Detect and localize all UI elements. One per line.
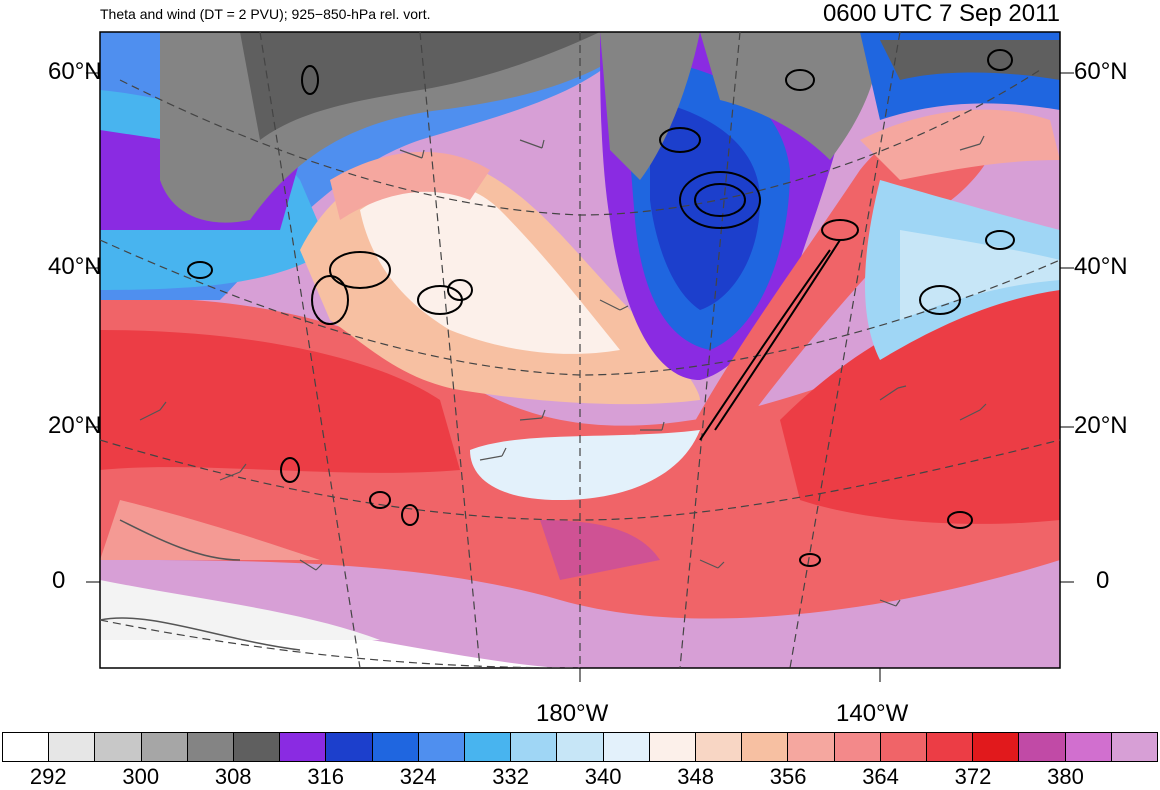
colorbar-cell — [141, 733, 188, 761]
colorbar-cell — [49, 733, 96, 761]
colorbar-cell — [1065, 733, 1112, 761]
colorbar-cell — [3, 733, 50, 761]
colorbar-cell — [280, 733, 327, 761]
colorbar-label: 364 — [862, 764, 899, 789]
lat-label-left: 60°N — [48, 58, 102, 85]
chart-valid-time: 0600 UTC 7 Sep 2011 — [822, 0, 1060, 27]
colorbar-cell — [788, 733, 835, 761]
colorbar-cell — [834, 733, 881, 761]
colorbar-cell — [418, 733, 466, 761]
colorbar-label: 324 — [399, 764, 437, 789]
colorbar-cell — [603, 733, 650, 761]
colorbar-label: 380 — [1047, 764, 1084, 789]
graticule — [100, 32, 1060, 668]
colorbar-cell — [187, 733, 235, 761]
colorbar-cell — [742, 733, 789, 761]
theta-colorbar — [2, 732, 1158, 762]
lon-label: 180°W — [536, 700, 609, 727]
vorticity-contours — [187, 49, 1015, 567]
colorbar-label: 372 — [954, 764, 992, 789]
colorbar-cell — [880, 733, 928, 761]
colorbar-cell — [465, 733, 512, 761]
lat-label-right: 60°N — [1074, 58, 1128, 85]
lat-label-right: 40°N — [1074, 253, 1128, 280]
theta-map — [86, 31, 1074, 682]
wind-barbs — [139, 135, 987, 607]
colorbar-cell — [511, 733, 558, 761]
lat-label-left: 0 — [52, 567, 66, 594]
colorbar-label: 308 — [214, 764, 252, 789]
colorbar-cell — [234, 733, 281, 761]
lat-label-right: 0 — [1096, 567, 1110, 594]
coastline — [100, 519, 301, 651]
colorbar-label: 340 — [584, 764, 622, 789]
colorbar-label: 348 — [677, 764, 714, 789]
chart-subtitle: Theta and wind (DT = 2 PVU); 925−850-hPa… — [100, 6, 431, 22]
colorbar-label: 356 — [769, 764, 807, 789]
lat-label-left: 20°N — [48, 412, 102, 439]
colorbar-cell — [557, 733, 604, 761]
colorbar-cell — [326, 733, 373, 761]
colorbar-label: 300 — [122, 764, 160, 789]
colorbar-cell — [1111, 733, 1158, 761]
colorbar-cell — [95, 733, 142, 761]
axis-ticks — [86, 72, 1074, 682]
colorbar-cell — [696, 733, 743, 761]
colorbar-label: 292 — [29, 764, 67, 789]
colorbar-cell — [927, 733, 974, 761]
colorbar-label: 316 — [307, 764, 345, 789]
lat-label-left: 40°N — [48, 253, 102, 280]
colorbar-cell — [649, 733, 697, 761]
colorbar-cell — [973, 733, 1020, 761]
lon-label: 140°W — [836, 700, 909, 727]
colorbar-label: 332 — [492, 764, 529, 789]
lat-label-right: 20°N — [1074, 412, 1128, 439]
colorbar-cell — [1019, 733, 1066, 761]
colorbar-cell — [372, 733, 419, 761]
